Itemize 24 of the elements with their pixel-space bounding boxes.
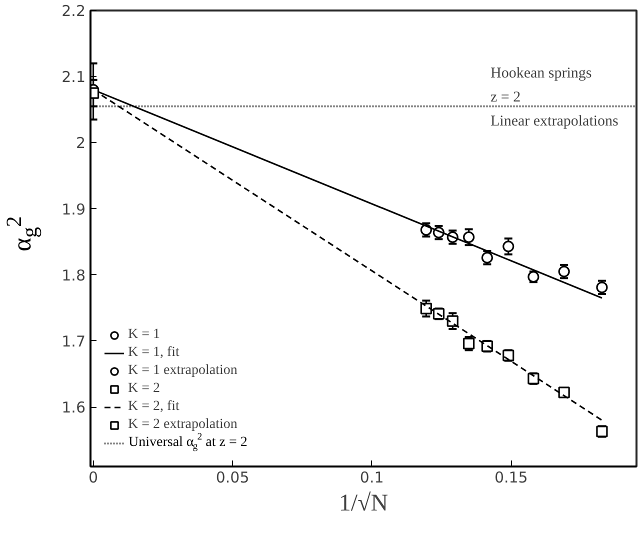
legend-label: K = 2, fit (128, 399, 180, 415)
y-tick-label: 2.1 (62, 68, 86, 86)
y-tick-label: 1.6 (62, 398, 86, 417)
legend-label: K = 1, fit (128, 345, 180, 361)
x-axis-title: 1/√N (338, 490, 388, 516)
legend-label: K = 1 extrapolation (128, 363, 238, 379)
y-tick-label: 1.7 (62, 332, 86, 350)
point (502, 240, 514, 252)
point (558, 386, 570, 398)
legend-label: K = 1 (128, 327, 160, 343)
annotation: Hookean springs (490, 66, 592, 82)
point (463, 231, 475, 243)
x-tick-label: 0 (88, 468, 98, 486)
y-tick-label: 2 (76, 134, 86, 152)
legend-label: K = 2 (128, 381, 160, 397)
annotation: z = 2 (490, 90, 521, 106)
y-tick-label: 1.9 (62, 200, 86, 218)
x-tick-label: 0.1 (360, 468, 384, 486)
annotation: Linear extrapolations (490, 114, 619, 130)
legend-label: K = 2 extrapolation (128, 417, 238, 433)
x-tick-label: 0.05 (216, 468, 250, 486)
x-tick-label: 0.15 (494, 468, 528, 486)
y-tick-label: 2.2 (62, 2, 86, 20)
y-tick-label: 1.8 (62, 266, 86, 284)
